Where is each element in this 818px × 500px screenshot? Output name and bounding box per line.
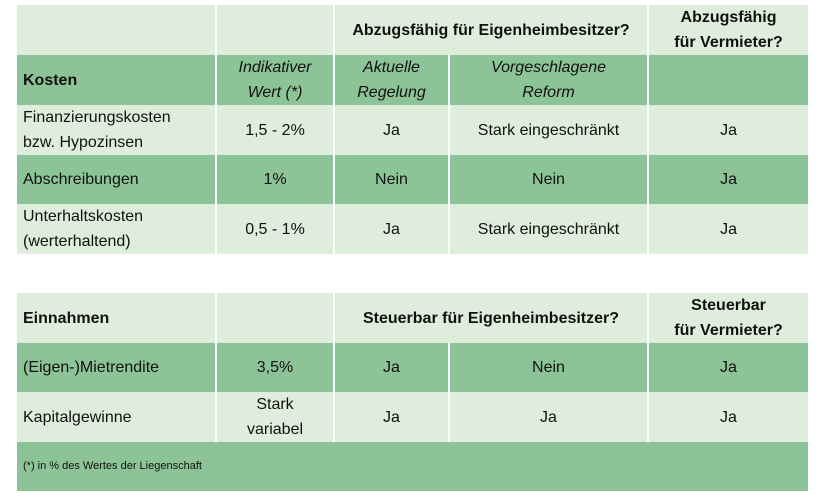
cell-text: Ja bbox=[383, 359, 400, 376]
cell-text: Einnahmen bbox=[23, 309, 110, 327]
table-cell: Ja bbox=[333, 105, 450, 155]
table-cell: Kapitalgewinne bbox=[15, 392, 217, 442]
table-cell bbox=[15, 5, 217, 55]
cell-text: Ja bbox=[720, 171, 737, 188]
table-cell: Vorgeschlagene Reform bbox=[447, 55, 650, 105]
table-row: (*) in % des Wertes der Liegenschaft bbox=[15, 442, 810, 491]
cell-text: Stark bbox=[256, 396, 294, 413]
table-cell: Finanzierungskosten bzw. Hypozinsen bbox=[15, 105, 217, 155]
cell-text: Nein bbox=[375, 171, 408, 188]
table-cell: Ja bbox=[647, 155, 811, 204]
cell-text: Ja bbox=[540, 408, 557, 426]
cell-text: Ja bbox=[383, 220, 400, 238]
table-cell: Indikativer Wert (*) bbox=[215, 55, 335, 105]
table-cell: Nein bbox=[448, 343, 649, 392]
cell-text: Stark eingeschränkt bbox=[477, 121, 620, 139]
cell-text: variabel bbox=[246, 421, 304, 438]
cell-text: Indikativer bbox=[238, 59, 312, 76]
table-row: Unterhaltskosten (werterhaltend) 0,5 - 1% J… bbox=[15, 204, 811, 254]
cell-text: Stark eingeschränkt bbox=[477, 220, 620, 238]
table-row: Finanzierungskosten bzw. Hypozinsen 1,5 - … bbox=[15, 105, 811, 155]
cell-text: Nein bbox=[532, 171, 565, 188]
table-cell: 3,5% bbox=[215, 343, 335, 392]
table-row: Kapitalgewinne Stark variabel Ja Ja Ja bbox=[15, 392, 810, 442]
footnote: (*) in % des Wertes der Liegenschaft bbox=[15, 442, 810, 491]
cell-text: Aktuelle bbox=[363, 59, 420, 76]
cell-text: Abzugsfähig für Eigenheimbesitzer? bbox=[352, 21, 630, 39]
income-table: Einnahmen Steuerbar für Eigenheimbesitzer… bbox=[15, 293, 810, 491]
cell-text: Ja bbox=[720, 121, 737, 139]
cell-text: 0,5 - 1% bbox=[245, 220, 305, 238]
table-cell: Unterhaltskosten (werterhaltend) bbox=[15, 204, 217, 254]
cell-text: Reform bbox=[522, 84, 575, 101]
cell-text: Regelung bbox=[357, 84, 426, 101]
table-cell: 1,5 - 2% bbox=[215, 105, 335, 155]
table-row: (Eigen-)Mietrendite 3,5% Ja Nein Ja bbox=[15, 343, 810, 392]
table-cell bbox=[647, 55, 811, 105]
cell-text: Steuerbar bbox=[691, 297, 766, 314]
table-cell: Aktuelle Regelung bbox=[333, 55, 450, 105]
cell-text: Nein bbox=[532, 359, 565, 376]
table-row: Abschreibungen 1% Nein Nein Ja bbox=[15, 155, 811, 204]
cell-text: Abzugsfähig bbox=[680, 9, 777, 26]
cell-text: (werterhaltend) bbox=[23, 233, 131, 250]
cell-text: (Eigen-)Mietrendite bbox=[23, 359, 160, 376]
table-cell: Ja bbox=[647, 204, 811, 254]
cell-text: 1,5 - 2% bbox=[245, 121, 305, 139]
cell-text: Unterhaltskosten bbox=[23, 208, 144, 225]
cell-text: 1% bbox=[263, 171, 287, 188]
table-cell: Kosten bbox=[15, 55, 217, 105]
cell-text: 3,5% bbox=[256, 359, 294, 376]
table-cell: 0,5 - 1% bbox=[215, 204, 335, 254]
table-cell: Stark variabel bbox=[215, 392, 335, 442]
table-cell bbox=[215, 293, 335, 343]
table-cell: Ja bbox=[333, 392, 450, 442]
table-cell: Ja bbox=[448, 392, 649, 442]
cell-text: Ja bbox=[383, 121, 400, 139]
table-cell: Ja bbox=[647, 105, 811, 155]
cell-text: für Vermieter? bbox=[674, 34, 783, 51]
table-cell: Ja bbox=[333, 343, 450, 392]
table-cell: Abschreibungen bbox=[15, 155, 217, 204]
cell-text: Kosten bbox=[23, 71, 78, 89]
table-cell: Abzugsfähig für Eigenheimbesitzer? bbox=[332, 5, 650, 55]
table-row: Einnahmen Steuerbar für Eigenheimbesitzer… bbox=[15, 293, 810, 343]
table-cell: Abzugsfähig für Vermieter? bbox=[647, 5, 811, 55]
cell-text: Finanzierungskosten bbox=[23, 109, 171, 126]
table-cell: Ja bbox=[647, 343, 810, 392]
cell-text: Ja bbox=[720, 408, 737, 426]
table-cell: (Eigen-)Mietrendite bbox=[15, 343, 217, 392]
cell-text: bzw. Hypozinsen bbox=[23, 134, 144, 151]
table-cell: Ja bbox=[647, 392, 810, 442]
table-cell bbox=[215, 5, 335, 55]
cell-text: Wert (*) bbox=[247, 84, 303, 101]
costs-table: Abzugsfähig für Eigenheimbesitzer? Abzugs… bbox=[15, 5, 811, 254]
table-cell: Nein bbox=[333, 155, 450, 204]
table-cell: Einnahmen bbox=[15, 293, 217, 343]
cell-text: Kapitalgewinne bbox=[23, 408, 132, 426]
cell-text: für Vermieter? bbox=[674, 322, 783, 339]
table-cell: 1% bbox=[215, 155, 335, 204]
cell-text: Ja bbox=[720, 220, 737, 238]
cell-text: Ja bbox=[720, 359, 737, 376]
table-cell: Steuerbar für Eigenheimbesitzer? bbox=[333, 293, 649, 343]
cell-text: Abschreibungen bbox=[23, 171, 139, 188]
cell-text: Steuerbar für Eigenheimbesitzer? bbox=[362, 309, 620, 327]
table-row: Abzugsfähig für Eigenheimbesitzer? Abzugs… bbox=[15, 5, 811, 55]
cell-text: Vorgeschlagene bbox=[490, 59, 607, 76]
cell-text: Ja bbox=[383, 408, 400, 426]
table-cell: Nein bbox=[447, 155, 650, 204]
table-cell: Steuerbar für Vermieter? bbox=[647, 293, 810, 343]
table-cell: Stark eingeschränkt bbox=[447, 204, 650, 254]
table-cell: Ja bbox=[333, 204, 450, 254]
table-cell: Stark eingeschränkt bbox=[447, 105, 650, 155]
table-row: Kosten Indikativer Wert (*) Aktuelle Regelun… bbox=[15, 55, 811, 105]
